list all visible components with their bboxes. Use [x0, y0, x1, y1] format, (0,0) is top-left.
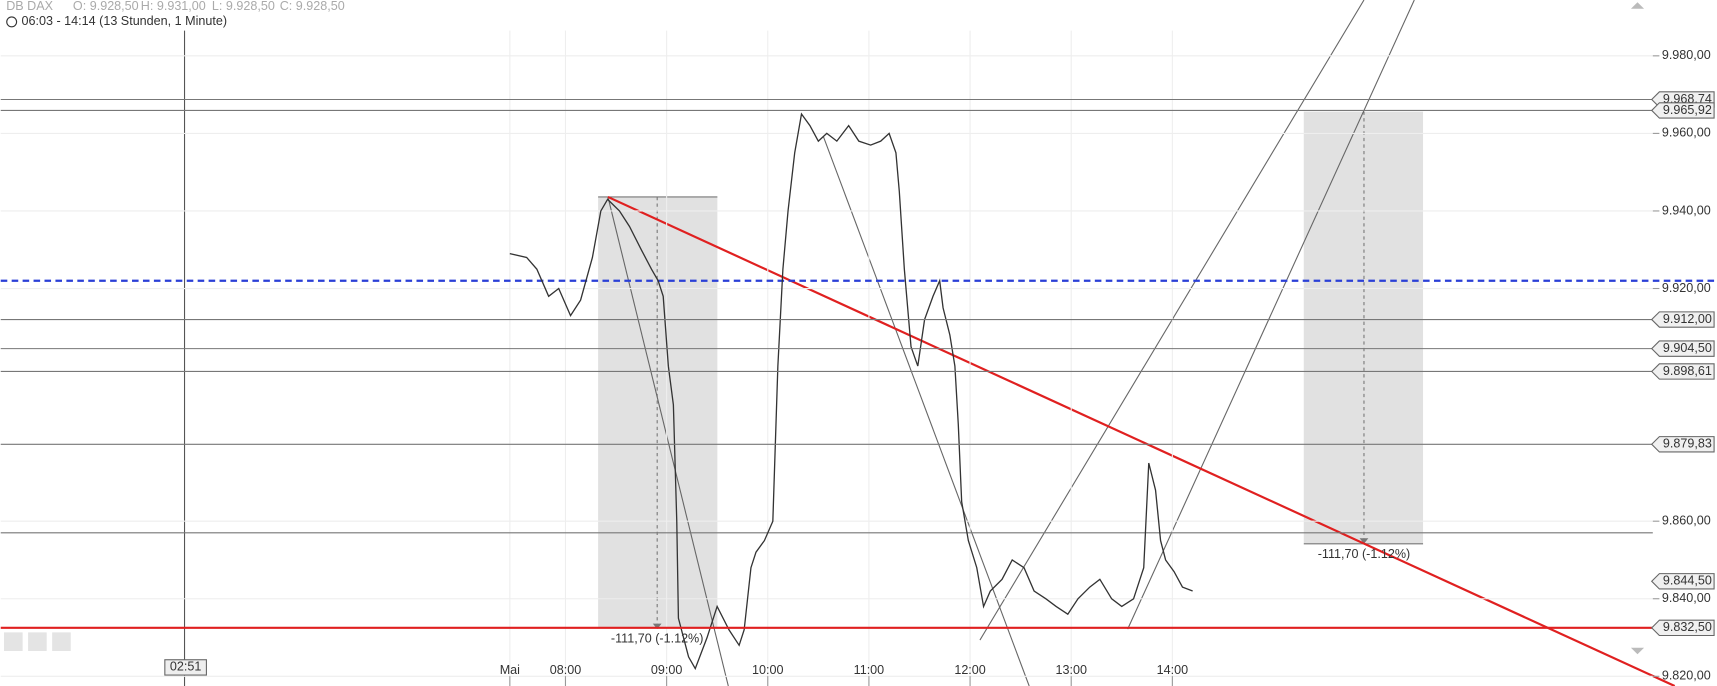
menu-button[interactable] — [52, 632, 71, 651]
x-tick-label: 11:00 — [854, 663, 885, 677]
subtitle: 06:03 - 14:14 (13 Stunden, 1 Minute) — [22, 14, 228, 28]
level-tag — [1650, 340, 1715, 357]
ohlc-open: O: 9.928,50 — [73, 0, 139, 13]
arrow — [652, 623, 662, 630]
level-label: 9.912,00 — [1663, 312, 1712, 326]
price-line — [509, 112, 1193, 671]
level-label: 9.965,92 — [1663, 103, 1712, 117]
ohlc-low: L: 9.928,50 — [212, 0, 275, 13]
x-tick-label: 08:00 — [550, 663, 581, 677]
level-tag — [1650, 619, 1715, 637]
level-tag — [1650, 102, 1715, 119]
y-tick-label: 9.840,00 — [1662, 591, 1711, 605]
x-tick-label: Mai — [500, 663, 520, 677]
level-tag — [1650, 311, 1715, 328]
level-tag — [1650, 436, 1715, 453]
x-tick-label: 14:00 — [1157, 663, 1188, 677]
level-label: 9.898,61 — [1663, 364, 1712, 378]
y-tick-label: 9.860,00 — [1662, 514, 1711, 528]
x-tick-label: 12:00 — [954, 663, 985, 677]
trend-line-red — [607, 195, 1676, 686]
level-label: 9.832,50 — [1663, 620, 1712, 634]
measure-box — [1303, 111, 1424, 544]
crosshair-label: 02:51 — [170, 660, 201, 674]
y-tick-label: 9.920,00 — [1662, 281, 1711, 295]
annotation: -111,70 (-1.12%) — [1318, 547, 1411, 561]
annotation: -111,70 (-1.12%) — [611, 631, 704, 645]
trend-line — [822, 136, 1030, 686]
zoom-in-button[interactable] — [4, 632, 23, 651]
crosshair-tag — [164, 659, 207, 676]
trend-line — [607, 196, 729, 686]
y-tick-label: 9.940,00 — [1662, 203, 1711, 217]
level-label: 9.844,50 — [1663, 574, 1712, 588]
scroll-up-button[interactable] — [1630, 2, 1645, 9]
ohlc-close: C: 9.928,50 — [280, 0, 345, 13]
x-tick-label: 09:00 — [651, 663, 682, 677]
level-tag — [1650, 573, 1715, 590]
ohlc-high: H: 9.931,00 — [141, 0, 206, 13]
scroll-down-button[interactable] — [1630, 647, 1645, 655]
measure-box — [598, 196, 718, 629]
x-tick-label: 10:00 — [752, 663, 783, 677]
plot: 9.820,00 9.840,00 9.860,00 9.920,00 9.940,00… — [0, 30, 1717, 686]
instrument: DB DAX — [6, 0, 53, 13]
y-tick-label: 9.960,00 — [1662, 126, 1711, 140]
arrow — [1359, 538, 1369, 544]
y-tick-label: 9.980,00 — [1662, 48, 1711, 62]
level-tag — [1650, 363, 1715, 380]
x-tick-label: 13:00 — [1055, 663, 1086, 677]
level-label: 9.879,83 — [1663, 437, 1712, 451]
clock-icon — [6, 16, 18, 28]
y-tick-label: 9.820,00 — [1662, 669, 1711, 683]
trend-line — [1127, 0, 1415, 630]
level-label: 9.904,50 — [1663, 341, 1712, 355]
download-button[interactable] — [28, 632, 47, 651]
